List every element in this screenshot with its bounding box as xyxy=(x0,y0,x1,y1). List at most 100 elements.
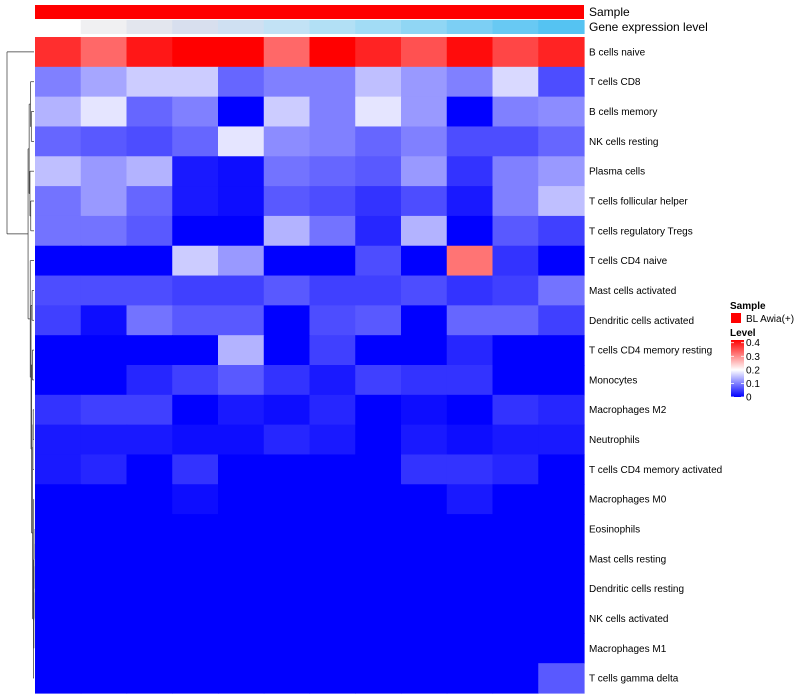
heatmap-cell xyxy=(126,514,173,545)
heatmap-cell xyxy=(172,96,219,128)
heatmap-cell xyxy=(538,37,585,68)
heatmap-cell xyxy=(492,633,539,664)
row-label: B cells memory xyxy=(589,107,657,118)
heatmap-cell xyxy=(218,245,265,277)
heatmap-cell xyxy=(446,394,494,426)
heatmap-cell xyxy=(401,484,448,515)
heatmap-cell xyxy=(309,514,356,545)
heatmap-cell xyxy=(172,365,219,396)
heatmap-cell xyxy=(401,215,448,247)
heatmap-cell xyxy=(538,215,585,247)
heatmap-cell xyxy=(401,96,448,128)
heatmap-cell xyxy=(492,275,539,306)
heatmap-cell xyxy=(263,365,311,396)
heatmap-cell xyxy=(35,126,82,157)
heatmap-cell xyxy=(355,305,402,336)
heatmap-cell xyxy=(126,156,173,187)
heatmap-cell xyxy=(172,245,219,277)
heatmap-cell xyxy=(172,543,219,575)
heatmap-cell xyxy=(446,365,494,396)
heatmap-cell xyxy=(355,275,402,306)
heatmap-cell xyxy=(126,275,173,306)
heatmap-cell xyxy=(218,305,265,336)
heatmap-cell xyxy=(80,156,128,187)
heatmap-cell xyxy=(35,37,82,68)
heatmap-cells xyxy=(35,37,585,694)
heatmap-cell xyxy=(355,245,402,277)
expression-annotation-cell xyxy=(263,20,311,34)
heatmap-cell xyxy=(218,275,265,306)
heatmap-cell xyxy=(263,603,311,634)
heatmap-cell xyxy=(218,514,265,545)
heatmap-cell xyxy=(126,215,173,247)
heatmap-cell xyxy=(263,305,311,336)
heatmap-cell xyxy=(172,603,219,634)
expression-annotation-cell xyxy=(35,20,82,34)
heatmap-cell xyxy=(263,454,311,485)
expression-annotation-cell xyxy=(172,20,219,34)
heatmap-cell xyxy=(126,305,173,336)
heatmap-cell xyxy=(126,66,173,98)
heatmap-cell xyxy=(35,454,82,485)
heatmap-cell xyxy=(401,126,448,157)
heatmap-cell xyxy=(446,573,494,605)
heatmap-cell xyxy=(263,156,311,187)
heatmap-cell xyxy=(172,514,219,545)
row-label: Mast cells activated xyxy=(589,286,676,297)
heatmap-cell xyxy=(126,484,173,515)
heatmap-cell xyxy=(446,245,494,277)
heatmap-cell xyxy=(401,603,448,634)
heatmap-cell xyxy=(126,603,173,634)
heatmap-cell xyxy=(446,603,494,634)
heatmap-cell xyxy=(35,275,82,306)
row-label: Monocytes xyxy=(589,375,637,386)
heatmap-cell xyxy=(35,335,82,366)
heatmap-cell xyxy=(172,37,219,68)
row-label: Neutrophils xyxy=(589,435,640,446)
heatmap-cell xyxy=(401,275,448,306)
heatmap-cell xyxy=(538,573,585,605)
heatmap-cell xyxy=(538,126,585,157)
heatmap-cell xyxy=(80,305,128,336)
heatmap-cell xyxy=(218,335,265,366)
heatmap-cell xyxy=(309,126,356,157)
heatmap-cell xyxy=(492,514,539,545)
heatmap-cell xyxy=(538,603,585,634)
heatmap-cell xyxy=(355,454,402,485)
heatmap-cell xyxy=(355,394,402,426)
heatmap-cell xyxy=(263,514,311,545)
heatmap-cell xyxy=(309,424,356,456)
expression-annotation-cell xyxy=(492,20,539,34)
heatmap-cell xyxy=(263,394,311,426)
heatmap-cell xyxy=(401,573,448,605)
heatmap-cell xyxy=(263,424,311,456)
expression-annotation-cell xyxy=(218,20,265,34)
heatmap-cell xyxy=(263,96,311,128)
heatmap-cell xyxy=(309,156,356,187)
heatmap-cell xyxy=(80,484,128,515)
heatmap-cell xyxy=(492,126,539,157)
heatmap-cell xyxy=(401,424,448,456)
heatmap-cell xyxy=(218,37,265,68)
heatmap-cell xyxy=(126,663,173,694)
heatmap-cell xyxy=(80,603,128,634)
heatmap-cell xyxy=(35,543,82,575)
row-label: Macrophages M0 xyxy=(589,495,667,506)
heatmap-cell xyxy=(492,573,539,605)
heatmap-cell xyxy=(218,424,265,456)
heatmap-cell xyxy=(80,66,128,98)
heatmap-cell xyxy=(355,514,402,545)
heatmap-cell xyxy=(35,245,82,277)
heatmap-cell xyxy=(263,335,311,366)
row-label: Macrophages M2 xyxy=(589,405,667,416)
heatmap-cell xyxy=(80,424,128,456)
heatmap-cell xyxy=(401,245,448,277)
heatmap-cell xyxy=(263,215,311,247)
heatmap-cell xyxy=(492,365,539,396)
heatmap-cell xyxy=(401,514,448,545)
row-label: Macrophages M1 xyxy=(589,644,667,655)
heatmap-cell xyxy=(172,484,219,515)
heatmap-cell xyxy=(446,156,494,187)
heatmap-cell xyxy=(309,245,356,277)
